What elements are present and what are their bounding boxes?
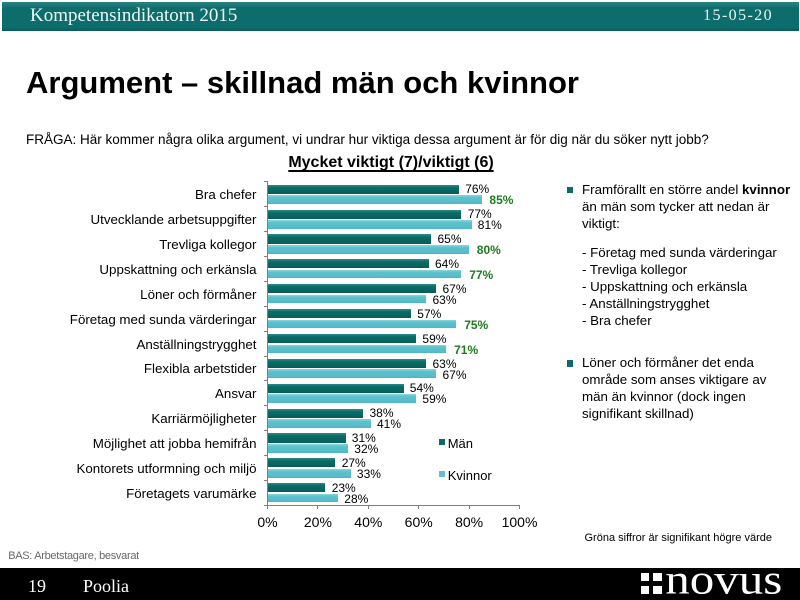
svg-text:novus: novus (665, 558, 782, 600)
